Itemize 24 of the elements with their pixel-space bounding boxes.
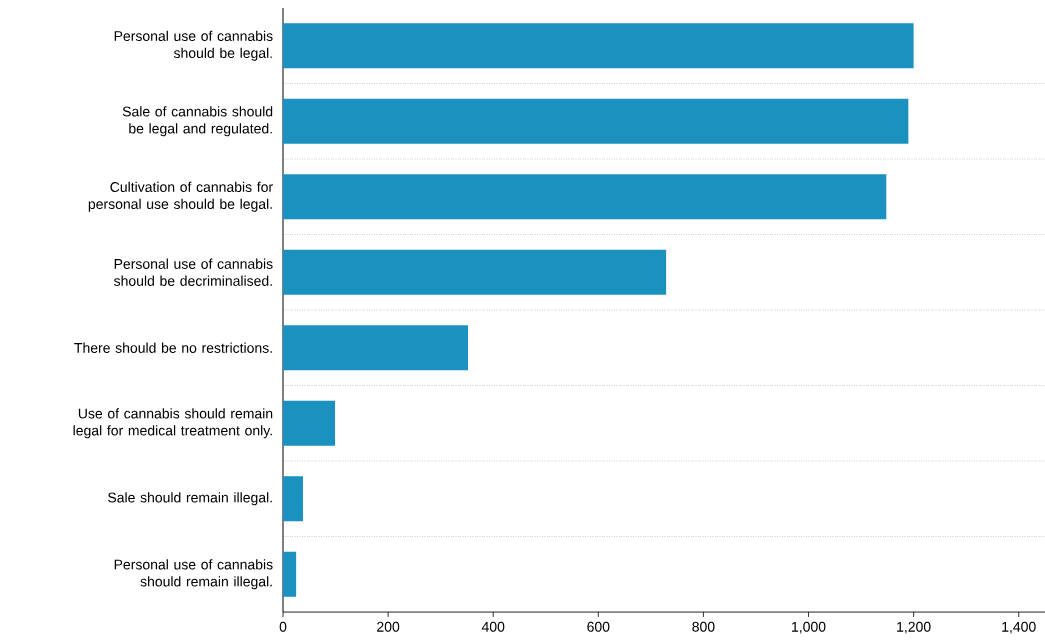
x-tick-label: 400 — [481, 621, 505, 632]
bar — [283, 174, 887, 220]
bar — [283, 23, 914, 69]
y-tick-label: Personal use of cannabis should be legal. — [114, 30, 273, 61]
x-tick-label: 1,200 — [897, 621, 931, 634]
x-tick-label: 800 — [692, 621, 715, 632]
bar — [283, 551, 297, 597]
y-tick-label: There should be no restrictions. — [74, 342, 272, 353]
y-tick-label: Sale should remain illegal. — [108, 492, 272, 506]
x-tick-label: 600 — [587, 621, 610, 632]
y-tick-label: Sale of cannabis should be legal and regulated. — [122, 106, 273, 137]
bar — [283, 98, 909, 144]
bar — [283, 400, 336, 446]
bar — [283, 325, 468, 371]
bar — [283, 476, 303, 522]
x-tick-label: 0 — [279, 621, 287, 632]
x-tick-label: 1,000 — [792, 621, 826, 634]
y-tick-label: Use of cannabis should remain legal for medical treatment only. — [73, 408, 273, 439]
bar — [283, 249, 667, 295]
y-tick-label: Personal use of cannabis should be decriminalised. — [114, 258, 273, 286]
y-tick-label: Cultivation of cannabis for personal use should be legal. — [88, 181, 273, 212]
x-tick-label: 200 — [377, 621, 400, 632]
y-tick-label: Personal use of cannabis should remain illegal. — [114, 559, 273, 590]
x-tick-label: 1,400 — [1002, 621, 1036, 634]
